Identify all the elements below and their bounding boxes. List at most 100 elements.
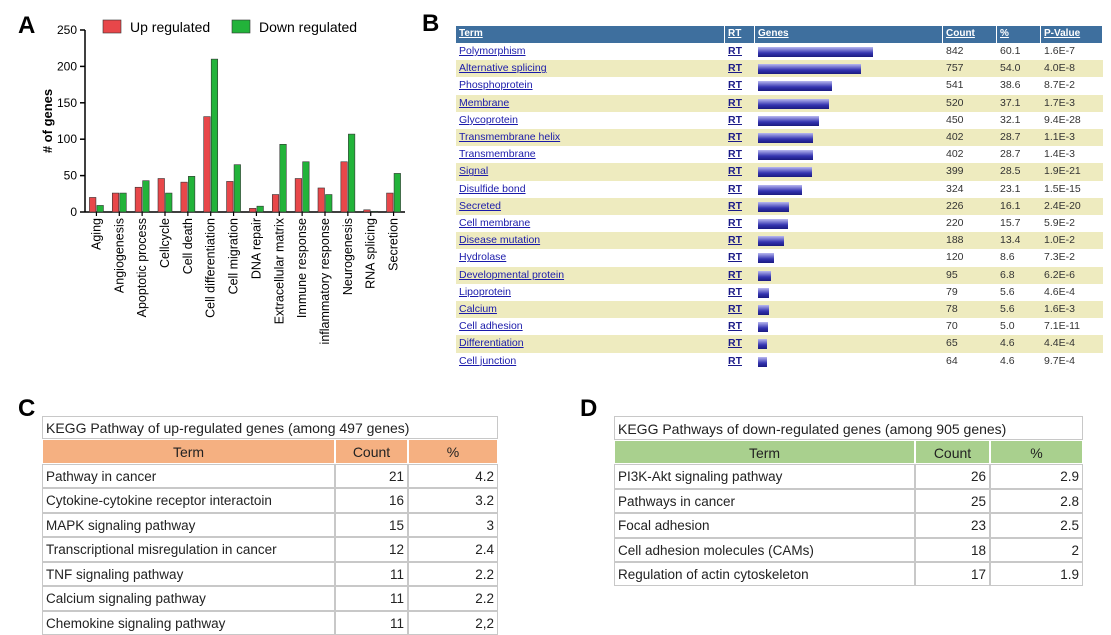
percent: 5.0 [997,318,1015,335]
p-value: 1.9E-21 [1041,163,1081,180]
p-value: 1.7E-3 [1041,95,1075,112]
rt-link[interactable]: RT [725,163,742,180]
panel-label: B [422,10,439,38]
count: 402 [943,146,964,163]
count: 78 [943,301,958,318]
count: 226 [943,198,964,215]
gene-bar [758,271,771,281]
count: 64 [943,353,958,370]
rt-link[interactable]: RT [725,129,742,146]
term: TNF signaling pathway [42,562,335,587]
term-link[interactable]: Transmembrane helix [456,129,725,146]
count: 21 [335,464,408,489]
bar [341,162,348,212]
count: 188 [943,232,964,249]
x-tick-label: Cell differentiation [204,218,218,318]
rt-link[interactable]: RT [725,43,742,60]
gene-bar [758,64,861,74]
column-header[interactable]: RT [725,26,755,43]
term-link[interactable]: Cell adhesion [456,318,725,335]
term-link[interactable]: Disulfide bond [456,181,725,198]
rt-link[interactable]: RT [725,181,742,198]
term-link[interactable]: Membrane [456,95,725,112]
gene-bar [758,288,769,298]
gene-bar [758,81,832,91]
p-value: 8.7E-2 [1041,77,1075,94]
term-link[interactable]: Glycoprotein [456,112,725,129]
term-link[interactable]: Disease mutation [456,232,725,249]
rt-link[interactable]: RT [725,77,742,94]
count: 18 [915,538,990,562]
gene-bar [758,150,813,160]
column-header[interactable]: % [997,26,1041,43]
count: 399 [943,163,964,180]
percent: 5.6 [997,284,1015,301]
bar [326,195,333,212]
bar [394,173,401,212]
gene-bar [758,116,819,126]
x-tick-label: Angiogenesis [112,218,126,293]
p-value: 1.0E-2 [1041,232,1075,249]
bar [89,197,96,212]
rt-link[interactable]: RT [725,335,742,352]
rt-link[interactable]: RT [725,198,742,215]
p-value: 7.1E-11 [1041,318,1080,335]
column-header: Genes [755,26,943,43]
percent: 6.8 [997,267,1015,284]
rt-link[interactable]: RT [725,353,742,370]
p-value: 2.4E-20 [1041,198,1081,215]
rt-link[interactable]: RT [725,301,742,318]
column-header[interactable]: Term [456,26,725,43]
count: 450 [943,112,964,129]
rt-link[interactable]: RT [725,60,742,77]
term: MAPK signaling pathway [42,513,335,538]
rt-link[interactable]: RT [725,215,742,232]
term-link[interactable]: Polymorphism [456,43,725,60]
column-header[interactable]: Count [943,26,997,43]
count: 17 [915,562,990,586]
term-link[interactable]: Lipoprotein [456,284,725,301]
rt-link[interactable]: RT [725,146,742,163]
count: 25 [915,489,990,513]
term: Chemokine signaling pathway [42,611,335,635]
x-tick-label: Secretion [387,218,401,271]
p-value: 7.3E-2 [1041,249,1075,266]
term-link[interactable]: Cell membrane [456,215,725,232]
column-header: Term [42,439,335,464]
term-link[interactable]: Alternative splicing [456,60,725,77]
rt-link[interactable]: RT [725,95,742,112]
bar [204,117,211,212]
column-header[interactable]: P-Value [1041,26,1103,43]
column-header: % [408,439,498,464]
term-link[interactable]: Developmental protein [456,267,725,284]
column-header: Term [614,440,915,464]
rt-link[interactable]: RT [725,267,742,284]
term-link[interactable]: Phosphoprotein [456,77,725,94]
gene-bar [758,219,788,229]
term-link[interactable]: Signal [456,163,725,180]
term-link[interactable]: Transmembrane [456,146,725,163]
percent: 15.7 [997,215,1020,232]
term-link[interactable]: Hydrolase [456,249,725,266]
rt-link[interactable]: RT [725,284,742,301]
term-link[interactable]: Differentiation [456,335,725,352]
term-link[interactable]: Secreted [456,198,725,215]
bar [166,193,173,212]
bar [112,193,119,212]
x-tick-label: DNA repair [249,218,263,279]
term-link[interactable]: Calcium [456,301,725,318]
rt-link[interactable]: RT [725,318,742,335]
x-tick-label: Apoptotic process [135,218,149,317]
gene-bar [758,202,789,212]
term-link[interactable]: Cell junction [456,353,725,370]
rt-link[interactable]: RT [725,249,742,266]
percent: 2.9 [990,464,1083,488]
term: Transcriptional misregulation in cancer [42,537,335,562]
y-tick-label: 0 [70,205,77,219]
rt-link[interactable]: RT [725,112,742,129]
percent: 60.1 [997,43,1020,60]
term: Regulation of actin cytoskeleton [614,562,915,586]
x-tick-label: Cell death [181,218,195,274]
rt-link[interactable]: RT [725,232,742,249]
count: 79 [943,284,958,301]
